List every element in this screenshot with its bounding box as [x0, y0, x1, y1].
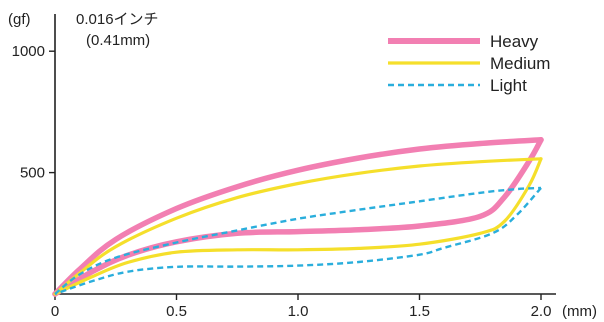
- legend: Heavy Medium Light: [388, 32, 550, 95]
- series-light-loading-line: [54, 186, 542, 295]
- legend-label-light: Light: [490, 76, 527, 95]
- y-tick-label: 1000: [12, 43, 45, 60]
- x-axis-label: (mm): [562, 303, 597, 320]
- x-tick-label: 1.0: [288, 303, 309, 320]
- y-tick-label: 500: [20, 165, 45, 182]
- x-tick-label: 2.0: [531, 303, 552, 320]
- legend-label-medium: Medium: [490, 54, 550, 73]
- x-tick-label: 0: [51, 303, 59, 320]
- labels: (gf) (mm) 0.016インチ (0.41mm): [8, 11, 597, 320]
- series-medium-loading-line: [53, 157, 543, 296]
- series-heavy-unloading-line: [52, 137, 544, 297]
- y-axis-label: (gf): [8, 11, 31, 28]
- series-light-unloading-line: [54, 187, 542, 296]
- x-tick-label: 0.5: [166, 303, 187, 320]
- x-tick-label: 1.5: [409, 303, 430, 320]
- annotation-wire-size-mm: (0.41mm): [86, 32, 150, 49]
- legend-label-heavy: Heavy: [490, 32, 539, 51]
- plot-area: [52, 137, 544, 297]
- series-heavy-loading-line: [52, 137, 544, 297]
- annotation-wire-size-inch: 0.016インチ: [76, 11, 159, 28]
- series-medium-unloading-line: [53, 157, 543, 296]
- axes: 0 0.5 1.0 1.5 2.0 500 1000: [12, 14, 556, 320]
